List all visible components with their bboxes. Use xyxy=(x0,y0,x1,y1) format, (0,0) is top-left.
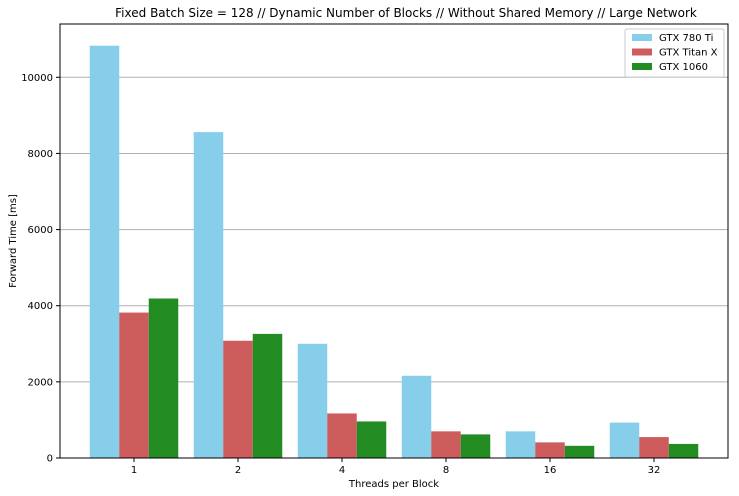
bar xyxy=(609,422,640,458)
bar xyxy=(89,45,120,458)
y-tick-label: 6000 xyxy=(28,225,53,236)
x-tick-label: 1 xyxy=(131,465,137,476)
x-tick-label: 2 xyxy=(235,465,241,476)
bar xyxy=(564,445,595,458)
legend-swatch xyxy=(632,34,652,41)
legend-swatch xyxy=(632,48,652,56)
bar xyxy=(223,340,253,458)
legend-swatch xyxy=(632,63,652,70)
legend-label: GTX 780 Ti xyxy=(659,33,713,44)
bar xyxy=(356,421,387,458)
y-axis: 0 2000 4000 6000 8000 10000 xyxy=(21,73,60,465)
plot-frame xyxy=(59,23,729,459)
y-tick-label: 2000 xyxy=(28,377,53,388)
chart-title: Fixed Batch Size = 128 // Dynamic Number… xyxy=(115,6,697,20)
x-axis: 1 2 4 8 16 32 xyxy=(131,458,661,476)
x-axis-label: Threads per Block xyxy=(348,479,439,490)
y-axis-label: Forward Time [ms] xyxy=(8,194,19,288)
x-tick-label: 16 xyxy=(544,465,557,476)
x-tick-label: 8 xyxy=(443,465,449,476)
y-tick-label: 4000 xyxy=(28,301,53,312)
bar xyxy=(460,434,491,458)
bar xyxy=(535,442,565,458)
legend: GTX 780 Ti GTX Titan X GTX 1060 xyxy=(624,28,725,78)
bar xyxy=(252,333,283,458)
bars xyxy=(89,45,699,458)
x-tick-label: 32 xyxy=(648,465,661,476)
y-tick-label: 0 xyxy=(47,454,53,465)
bar xyxy=(401,375,432,458)
bar xyxy=(327,413,357,458)
bar xyxy=(297,343,328,458)
y-tick-label: 8000 xyxy=(28,149,53,160)
bar xyxy=(193,132,224,458)
bar xyxy=(639,437,669,458)
legend-label: GTX Titan X xyxy=(659,48,718,59)
bar xyxy=(431,431,461,458)
y-tick-label: 10000 xyxy=(21,73,53,84)
bar xyxy=(119,312,149,458)
bar xyxy=(668,443,699,458)
bar xyxy=(505,431,536,458)
legend-label: GTX 1060 xyxy=(659,62,708,73)
x-tick-label: 4 xyxy=(339,465,345,476)
bar xyxy=(148,298,179,458)
